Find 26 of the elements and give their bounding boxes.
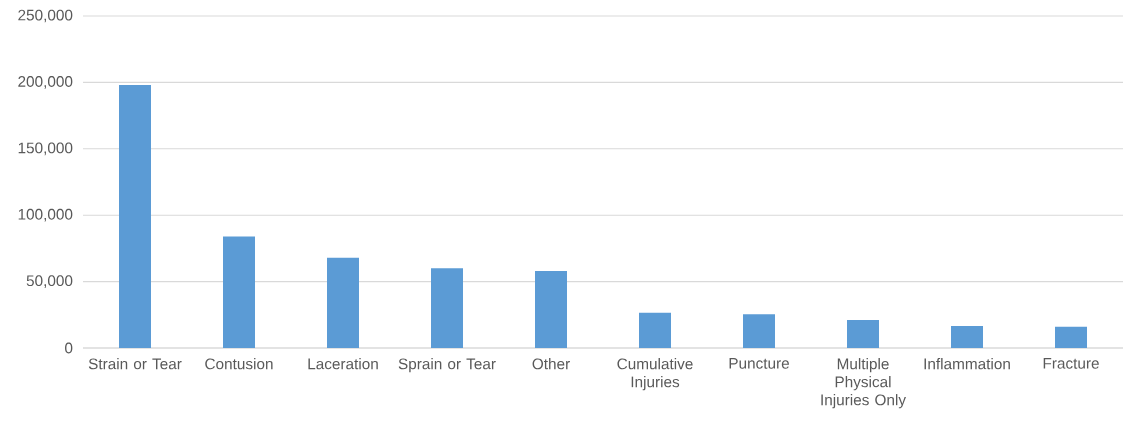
y-tick-label: 200,000 [18, 76, 73, 89]
bar [1055, 326, 1088, 348]
bar [223, 236, 256, 348]
x-tick-label: Laceration [308, 358, 378, 370]
y-tick-label: 0 [65, 342, 73, 354]
bar [431, 268, 463, 348]
bar [535, 270, 567, 348]
y-tick-label: 250,000 [18, 9, 73, 23]
x-tick-label: Multiple Physical Injuries Only [821, 358, 906, 409]
y-tick-label: 50,000 [26, 275, 73, 288]
x-tick-label: Sprain or Tear [398, 358, 496, 373]
bar [847, 320, 879, 348]
y-tick-label: 100,000 [18, 208, 73, 222]
bar [119, 85, 151, 348]
x-tick-label: Contusion [205, 358, 273, 370]
bar [951, 326, 984, 348]
bar [327, 257, 359, 348]
y-tick-label: 150,000 [18, 142, 73, 156]
x-tick-label: Other [532, 358, 570, 370]
bar [743, 314, 776, 348]
x-tick-label: Cumulative Injuries [617, 358, 693, 391]
bar [639, 312, 671, 348]
x-tick-label: Inflammation [924, 358, 1010, 370]
x-tick-label: Fracture [1043, 358, 1099, 369]
x-tick-label: Puncture [729, 358, 789, 369]
x-tick-label: Strain or Tear [88, 358, 182, 370]
